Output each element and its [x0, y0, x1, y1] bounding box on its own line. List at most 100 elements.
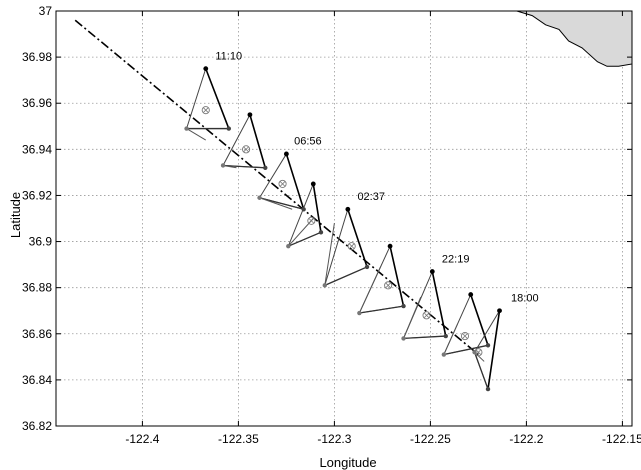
vertex-left — [357, 310, 362, 316]
centroid-cross — [243, 146, 249, 152]
x-tick-label: -122.35 — [218, 432, 259, 446]
time-label: 02:37 — [357, 191, 385, 203]
vertex-left — [286, 243, 291, 249]
y-tick-label: 36.92 — [22, 188, 52, 202]
y-tick-label: 36.9 — [29, 235, 53, 249]
y-tick-label: 36.88 — [22, 281, 52, 295]
x-tick-label: -122.4 — [125, 432, 159, 446]
triangle-edge — [205, 68, 230, 129]
time-label: 18:00 — [511, 293, 539, 305]
vertex-top — [203, 66, 209, 72]
triangle-group: 06:56 — [257, 136, 322, 212]
centroid-cross — [280, 181, 286, 187]
vertex-top — [284, 151, 289, 157]
x-axis-label: Longitude — [319, 455, 376, 470]
vertex-top — [247, 112, 253, 118]
y-tick-label: 36.86 — [22, 327, 52, 341]
y-tick-label: 36.98 — [22, 50, 52, 64]
vertex-left — [401, 336, 406, 341]
vertex-left — [220, 163, 226, 168]
triangle-tail — [474, 351, 485, 362]
vertex-right — [485, 386, 491, 392]
centroid-cross — [462, 333, 468, 339]
triangle-edge — [223, 164, 266, 169]
triangle-group: 02:37 — [322, 191, 385, 288]
vertex-top — [468, 292, 474, 297]
vertex-right — [443, 333, 448, 339]
centroid-marker — [460, 332, 470, 341]
triangle-edge — [359, 305, 404, 314]
triangle-tail — [287, 218, 314, 247]
vertex-left — [184, 126, 189, 131]
vertex-top — [310, 181, 316, 187]
centroid-marker — [242, 145, 251, 154]
y-tick-label: 36.82 — [22, 419, 52, 433]
triangle-group — [220, 112, 268, 170]
x-tick-label: -122.2 — [509, 432, 543, 446]
vertex-top — [429, 269, 435, 274]
triangle-group — [441, 292, 491, 357]
vertex-left — [441, 352, 447, 357]
triangle-tail — [259, 197, 293, 210]
vertex-right — [364, 264, 370, 270]
vertex-right — [318, 230, 324, 235]
trackline — [74, 19, 479, 356]
triangle-tail — [403, 296, 422, 339]
triangle-edge — [324, 266, 368, 286]
triangle-edge — [347, 209, 368, 268]
centroid-cross — [308, 218, 314, 224]
triangle-edge — [487, 310, 501, 390]
centroid-marker — [307, 216, 316, 225]
centroid-marker — [278, 179, 287, 188]
axis-layer: -122.4 -122.35 -122.3 -122.25 -122.2 -122.15 3… — [22, 4, 641, 446]
y-tick-label: 36.84 — [22, 373, 52, 387]
centroid-cross — [203, 107, 209, 113]
vertex-top — [387, 243, 393, 249]
triangle-edge — [403, 335, 446, 340]
triangle-edge — [249, 114, 267, 169]
triangle-edge — [443, 344, 489, 356]
plot-frame — [55, 10, 633, 427]
y-tick-label: 37 — [39, 4, 53, 18]
time-label: 11:10 — [215, 50, 242, 62]
triangle-tail — [222, 164, 237, 169]
triangle-group: 22:19 — [401, 253, 469, 341]
centroid-marker — [201, 106, 210, 115]
vertex-top — [497, 308, 502, 314]
time-label: 06:56 — [294, 136, 322, 148]
vertex-left — [322, 283, 327, 288]
triangle-group: 11:10 — [184, 50, 242, 141]
triangle-edge — [389, 245, 405, 307]
centroid-cross — [475, 349, 481, 355]
vertex-top — [345, 206, 351, 212]
centroid-marker — [347, 242, 356, 251]
centroid-cross — [424, 312, 430, 318]
triangle-edge — [285, 153, 305, 210]
x-tick-label: -122.25 — [410, 432, 451, 446]
centroid-cross — [349, 243, 355, 249]
centroid-cross — [385, 282, 391, 288]
triangle-edge — [469, 294, 489, 346]
x-tick-label: -122.3 — [317, 432, 351, 446]
triangle-edge — [431, 271, 447, 337]
x-tick-label: -122.15 — [602, 432, 641, 446]
vertex-left — [257, 195, 262, 200]
centroid-marker — [384, 281, 393, 290]
triangle-group — [357, 243, 406, 316]
centroid-marker — [474, 348, 483, 357]
triangle-edge — [288, 231, 322, 247]
triangle-edge — [473, 351, 489, 390]
triangle-edge — [312, 183, 322, 233]
centroid-marker — [422, 311, 431, 320]
y-tick-label: 36.96 — [22, 96, 52, 110]
y-tick-label: 36.94 — [22, 142, 52, 156]
y-axis-label: Latitude — [8, 192, 23, 238]
triangle-group — [286, 181, 324, 249]
triangle-tail — [358, 266, 381, 314]
triangle-tail — [443, 324, 458, 355]
triangle-group: 18:00 — [472, 293, 539, 392]
vertex-right — [226, 126, 231, 131]
triangle-edge — [259, 197, 304, 210]
